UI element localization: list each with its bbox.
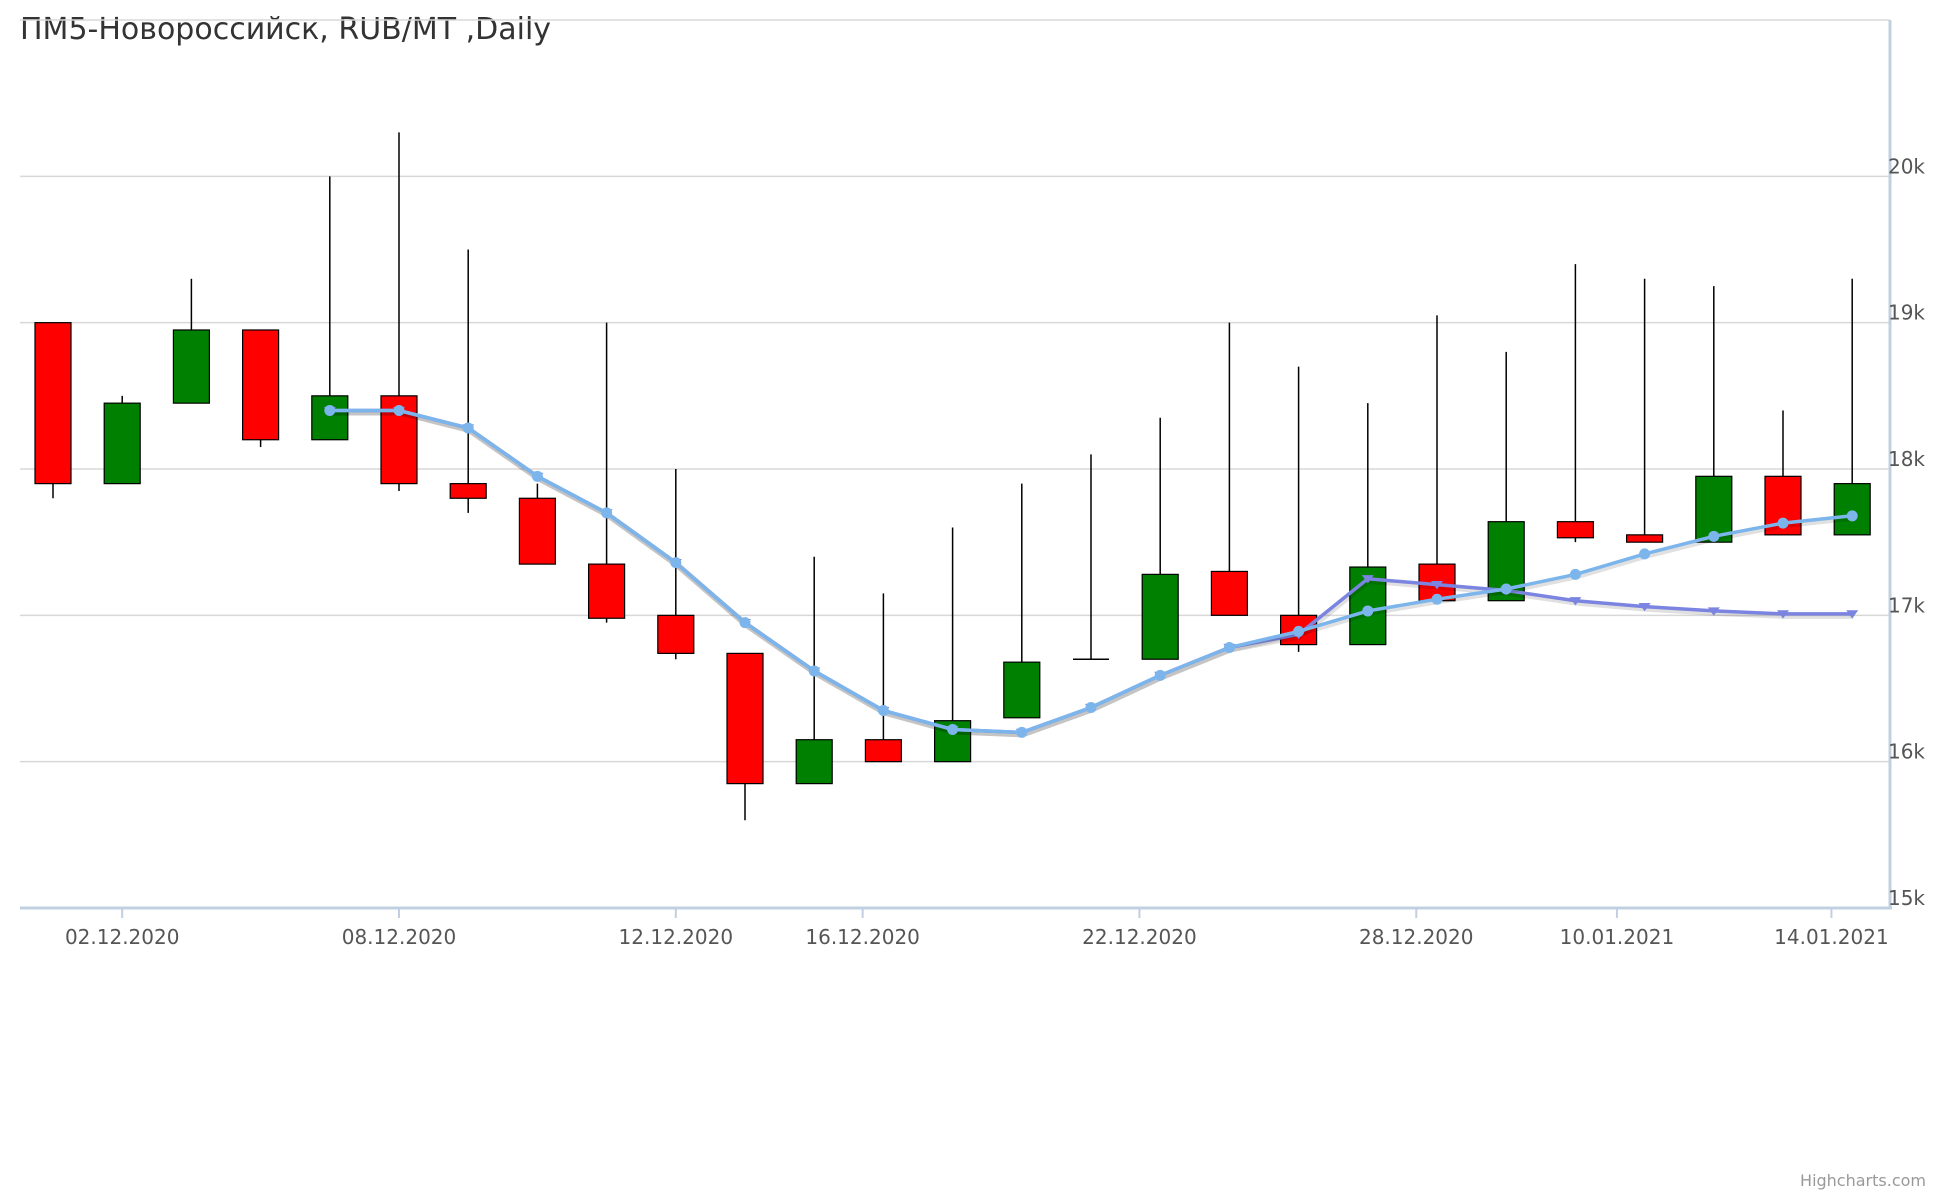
series-point — [531, 470, 543, 482]
series-shadow — [330, 409, 1854, 738]
chart-title: ПМ5-Новороссийск, RUB/MT ,Daily — [20, 12, 552, 47]
series-point — [1362, 605, 1374, 617]
candle-body — [34, 322, 72, 485]
candle-body — [864, 739, 903, 763]
candle — [1625, 278, 1664, 543]
grid-lines — [20, 175, 1890, 763]
series-point — [670, 557, 682, 569]
axes — [20, 19, 1892, 918]
series-point — [1223, 642, 1235, 654]
candle — [1695, 286, 1733, 543]
series-point — [1639, 548, 1651, 560]
candle-body — [1141, 573, 1179, 660]
candle — [1418, 315, 1456, 602]
candle-body — [242, 329, 280, 441]
candle-body — [795, 739, 833, 785]
candle-body — [1833, 483, 1871, 536]
series-point — [1431, 581, 1443, 590]
series-point — [1569, 568, 1581, 580]
candle — [1833, 278, 1871, 536]
candle — [1764, 410, 1802, 536]
y-tick-label: 17k — [1888, 593, 1925, 617]
x-tick-label: 28.12.2020 — [1359, 925, 1474, 949]
candle — [34, 322, 72, 499]
candle-body — [172, 329, 210, 404]
series-point — [808, 665, 820, 677]
candle-body — [449, 483, 487, 499]
series-point — [739, 617, 751, 629]
candles — [34, 132, 1871, 821]
candle-body — [1003, 661, 1041, 719]
candle-body — [1556, 521, 1595, 539]
series-point — [1569, 597, 1582, 606]
x-tick-label: 12.12.2020 — [619, 925, 734, 949]
series-point — [1500, 583, 1512, 595]
candle — [242, 329, 280, 448]
x-tick-label: 16.12.2020 — [805, 925, 920, 949]
candle-body — [1625, 534, 1664, 543]
candle — [587, 322, 626, 623]
series-point — [1777, 517, 1789, 529]
candle — [1279, 366, 1318, 652]
candle — [1210, 322, 1249, 616]
indicator-series — [323, 404, 1859, 738]
candle — [380, 132, 418, 491]
candle — [311, 176, 349, 441]
candle — [1003, 483, 1041, 719]
candle — [864, 593, 903, 763]
y-tick-label: 20k — [1888, 154, 1925, 178]
y-tick-label: 18k — [1888, 447, 1925, 471]
x-tick-label: 08.12.2020 — [342, 925, 457, 949]
series-point — [1293, 625, 1305, 637]
series-point — [877, 704, 889, 716]
tick-labels: 15k 16k 17k 18k 19k 20k 02.12.2020 08.12.2020 12… — [65, 154, 1925, 949]
candle-body — [587, 563, 626, 619]
candle-body — [657, 614, 695, 654]
series-point — [1154, 669, 1166, 681]
series-point — [1846, 510, 1858, 522]
series-point — [462, 422, 474, 434]
candle — [1073, 454, 1109, 660]
series-point — [1431, 593, 1443, 605]
y-tick-label: 15k — [1888, 886, 1925, 910]
series-point — [1777, 610, 1789, 619]
series-point — [947, 723, 959, 735]
series-point — [1085, 702, 1097, 714]
y-tick-label: 16k — [1888, 740, 1925, 764]
series-point — [324, 404, 336, 416]
series-point — [601, 507, 613, 519]
candle — [1556, 264, 1595, 543]
series-point — [1708, 530, 1720, 542]
credits-link[interactable]: Highcharts.com — [1800, 1171, 1926, 1190]
x-tick-label: 10.01.2021 — [1560, 925, 1675, 949]
candle-body — [1210, 570, 1249, 616]
series-point — [1638, 602, 1651, 612]
candle-body — [311, 395, 349, 441]
series-shadow — [330, 409, 1854, 738]
series-point — [1707, 607, 1720, 616]
x-tick-label: 22.12.2020 — [1082, 925, 1197, 949]
candle-body — [726, 652, 764, 785]
x-tick-label: 02.12.2020 — [65, 925, 180, 949]
candle — [103, 395, 141, 485]
candle-body — [1279, 614, 1318, 646]
x-tick-label: 14.01.2021 — [1774, 925, 1889, 949]
candle-body — [103, 402, 141, 485]
series-point — [1361, 575, 1374, 584]
candle-body — [518, 497, 557, 565]
y-tick-label: 19k — [1888, 301, 1925, 325]
series-point — [1846, 610, 1859, 619]
candle — [449, 249, 487, 513]
candle — [518, 483, 557, 565]
series-point — [1016, 726, 1028, 738]
candle — [172, 278, 210, 404]
candle — [1487, 351, 1525, 602]
series-point — [393, 404, 405, 416]
candle — [1141, 417, 1179, 660]
candle — [726, 652, 764, 821]
